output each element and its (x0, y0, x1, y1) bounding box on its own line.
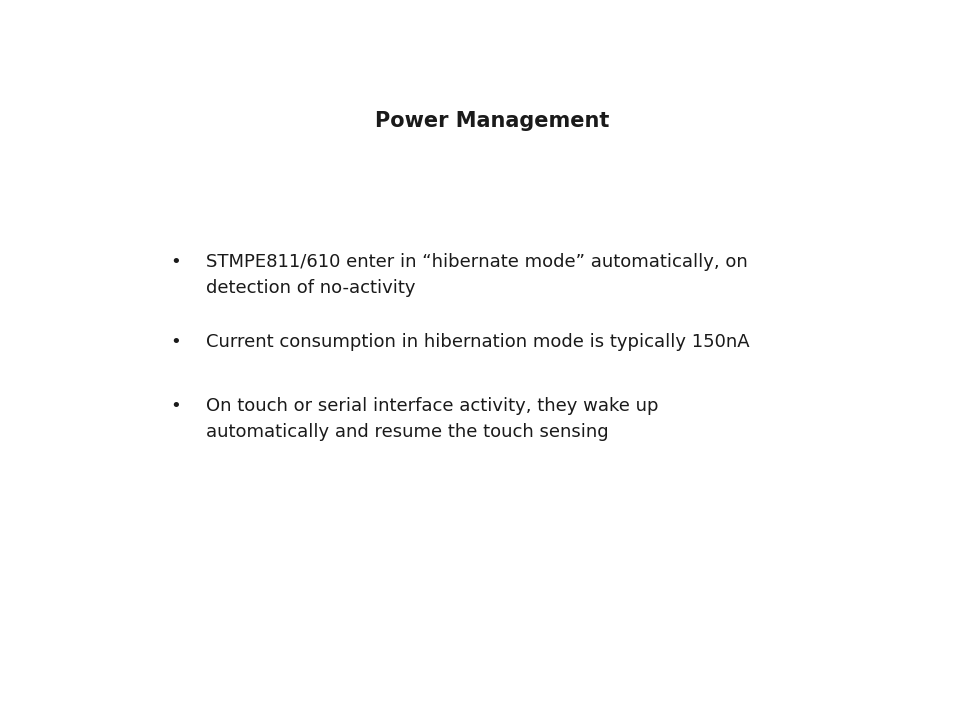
Text: STMPE811/610 enter in “hiber​na​te mode” automatically, on: STMPE811/610 enter in “hiber​na​te mode”… (205, 253, 747, 271)
Text: Current consumption in hibernation mode is typically 150nA: Current consumption in hibernation mode … (205, 333, 749, 351)
Text: •: • (171, 397, 181, 415)
Text: •: • (171, 253, 181, 271)
Text: automatically and resume the touch sensing: automatically and resume the touch sensi… (205, 423, 609, 441)
Text: On touch or serial interface activity, they wake up: On touch or serial interface activity, t… (205, 397, 658, 415)
Text: •: • (171, 333, 181, 351)
Text: Power Management: Power Management (374, 112, 610, 131)
Text: detection of no-activity: detection of no-activity (205, 279, 415, 297)
